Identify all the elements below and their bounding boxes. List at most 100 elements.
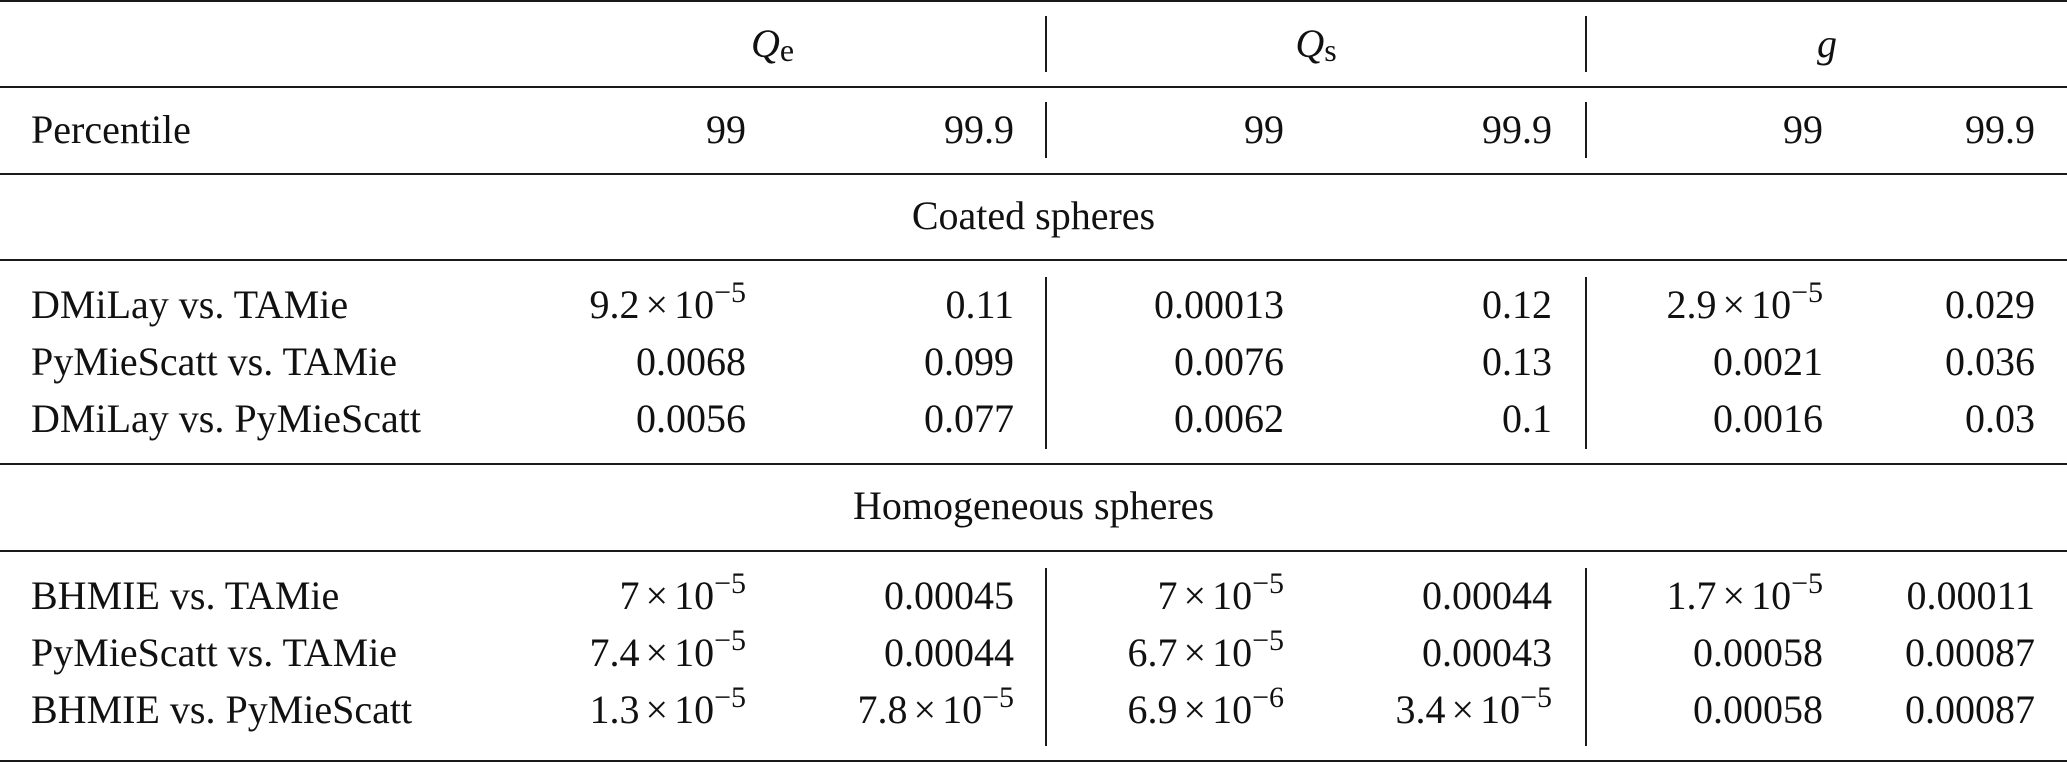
percentile-row: Percentile 99 99.9 99 99.9 99 99.9	[0, 102, 2067, 158]
exponent: −5	[714, 624, 746, 657]
row-label: BHMIE vs. TAMie	[31, 573, 340, 618]
header-rule	[0, 86, 2067, 88]
table-cell: 0.03	[1965, 396, 2035, 441]
table-cell: 0.00045	[884, 573, 1014, 618]
mantissa: 1.7	[1666, 573, 1717, 618]
table-cell: 7 × 10−5	[1157, 567, 1284, 624]
times-sign: ×	[1183, 687, 1207, 732]
exponent: −5	[1791, 567, 1823, 600]
group-symbol: Q	[750, 21, 780, 66]
sci-base: 10	[942, 687, 983, 732]
table-cell: 0.00013	[1154, 282, 1284, 327]
times-sign: ×	[913, 687, 937, 732]
mantissa: 3.4	[1395, 687, 1446, 732]
table-cell: 0.00011	[1906, 573, 2035, 618]
table-cell: 9.2 × 10−5	[589, 276, 746, 333]
group-subscript: e	[779, 32, 795, 68]
percentile-value: 99.9	[944, 107, 1014, 152]
homogeneous-title-rule	[0, 550, 2067, 552]
table-cell: 6.7 × 10−5	[1127, 624, 1284, 681]
group-subscript: s	[1324, 32, 1337, 68]
times-sign: ×	[1722, 573, 1746, 618]
percentile-rule	[0, 173, 2067, 175]
group-separator	[1045, 568, 1047, 746]
sci-base: 10	[1212, 630, 1253, 675]
group-separator	[1045, 16, 1047, 72]
exponent: −5	[714, 276, 746, 309]
table-cell: 1.3 × 10−5	[589, 681, 746, 738]
table-cell: 0.11	[945, 282, 1014, 327]
coated-title-rule	[0, 259, 2067, 261]
table-cell: 6.9 × 10−6	[1127, 681, 1284, 738]
table-cell: 0.036	[1945, 339, 2035, 384]
group-symbol: g	[1817, 21, 1837, 66]
percentile-label: Percentile	[31, 107, 191, 152]
table-cell: 0.00058	[1693, 630, 1823, 675]
group-symbol: Q	[1295, 21, 1325, 66]
mantissa: 7	[619, 573, 640, 618]
row-label: BHMIE vs. PyMieScatt	[31, 687, 413, 732]
table-cell: 2.9 × 10−5	[1666, 276, 1823, 333]
percentile-value: 99.9	[1482, 107, 1552, 152]
table-cell: 0.0056	[636, 396, 746, 441]
group-header-qs: Qs	[1047, 16, 1585, 72]
row-label: PyMieScatt vs. TAMie	[31, 339, 398, 384]
mantissa: 1.3	[589, 687, 640, 732]
section-title-homogeneous: Homogeneous spheres	[852, 483, 1215, 528]
mantissa: 9.2	[589, 282, 640, 327]
table-cell: 0.00087	[1905, 630, 2035, 675]
table-cell: 0.00043	[1422, 630, 1552, 675]
table-row: DMiLay vs. TAMie 9.2 × 10−5 0.11 0.00013 0.12 2…	[0, 276, 2067, 333]
exponent: −5	[714, 567, 746, 600]
table-cell: 0.00087	[1905, 687, 2035, 732]
sci-base: 10	[1751, 573, 1792, 618]
bottom-rule	[0, 760, 2067, 762]
table-row: BHMIE vs. TAMie 7 × 10−5 0.00045 7 × 10−5 0.0004…	[0, 567, 2067, 624]
table-cell: 0.0016	[1713, 396, 1823, 441]
mantissa: 6.7	[1127, 630, 1178, 675]
group-separator	[1585, 568, 1587, 746]
table-row: PyMieScatt vs. TAMie 0.0068 0.099 0.0076 0.1…	[0, 334, 2067, 390]
table-cell: 0.00044	[1422, 573, 1552, 618]
top-rule	[0, 0, 2067, 2]
group-separator	[1585, 277, 1587, 449]
table-cell: 0.099	[924, 339, 1014, 384]
times-sign: ×	[645, 573, 669, 618]
sci-base: 10	[1212, 687, 1253, 732]
exponent: −6	[1252, 681, 1284, 714]
row-label: DMiLay vs. TAMie	[31, 282, 349, 327]
exponent: −5	[1252, 624, 1284, 657]
times-sign: ×	[1183, 573, 1207, 618]
mantissa: 6.9	[1127, 687, 1178, 732]
sci-base: 10	[1751, 282, 1792, 327]
table-cell: 0.00058	[1693, 687, 1823, 732]
percentile-value: 99.9	[1965, 107, 2035, 152]
group-separator	[1045, 102, 1047, 158]
table-cell: 3.4 × 10−5	[1395, 681, 1552, 738]
times-sign: ×	[645, 630, 669, 675]
mantissa: 7.4	[589, 630, 640, 675]
exponent: −5	[714, 681, 746, 714]
times-sign: ×	[645, 282, 669, 327]
mantissa: 7.8	[857, 687, 908, 732]
table-cell: 0.0076	[1174, 339, 1284, 384]
sci-base: 10	[1212, 573, 1253, 618]
exponent: −5	[1520, 681, 1552, 714]
mantissa: 2.9	[1666, 282, 1717, 327]
sci-base: 10	[674, 573, 715, 618]
table-cell: 0.00044	[884, 630, 1014, 675]
table-cell: 0.12	[1482, 282, 1552, 327]
table-row: PyMieScatt vs. TAMie 7.4 × 10−5 0.00044 6.7 × 1…	[0, 624, 2067, 681]
sci-base: 10	[674, 630, 715, 675]
table-cell: 0.1	[1502, 396, 1552, 441]
row-label: DMiLay vs. PyMieScatt	[31, 396, 421, 441]
times-sign: ×	[1183, 630, 1207, 675]
group-separator	[1585, 16, 1587, 72]
percentile-value: 99	[706, 107, 746, 152]
sci-base: 10	[674, 282, 715, 327]
times-sign: ×	[1451, 687, 1475, 732]
sci-base: 10	[1480, 687, 1521, 732]
table-cell: 0.029	[1945, 282, 2035, 327]
mantissa: 7	[1157, 573, 1178, 618]
table-cell: 7.8 × 10−5	[857, 681, 1014, 738]
